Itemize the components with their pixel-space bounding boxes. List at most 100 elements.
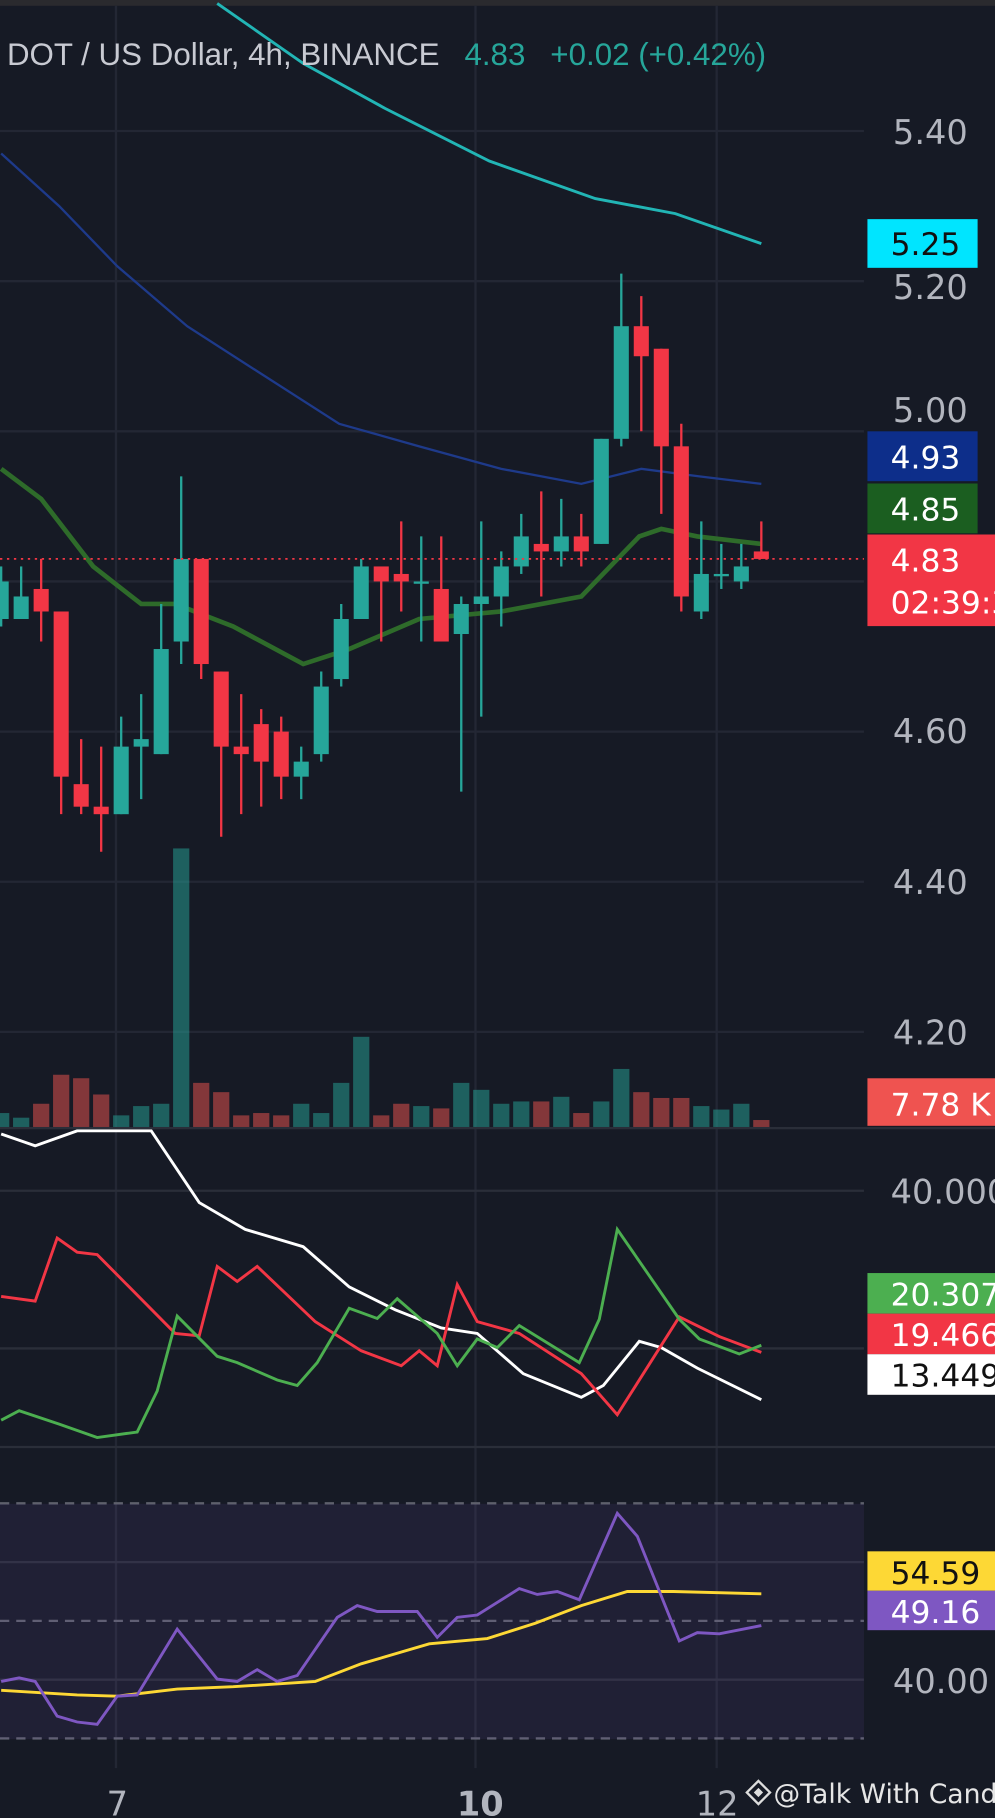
dmi-adx-label: 13.449 <box>867 1354 995 1395</box>
svg-text:49.16: 49.16 <box>891 1595 981 1631</box>
candle-body <box>733 566 749 582</box>
candle <box>393 521 409 612</box>
candle <box>513 513 529 574</box>
volume-bar <box>193 1082 210 1127</box>
rsi-lines <box>0 1510 762 1726</box>
price-tick: 4.20 <box>893 1014 968 1053</box>
candle-body <box>353 566 369 619</box>
price-tick: 4.40 <box>893 863 968 902</box>
candle <box>293 746 309 800</box>
candle-body <box>193 558 209 665</box>
candle <box>13 566 29 619</box>
price-tick: 5.40 <box>893 113 968 152</box>
candle-body <box>73 784 89 807</box>
rsi-line <box>0 1510 762 1726</box>
volume-bar <box>253 1113 270 1127</box>
top-bar <box>0 0 995 6</box>
candle-body <box>253 724 269 762</box>
volume-bar <box>753 1120 770 1127</box>
volume-bar <box>613 1068 630 1127</box>
candle-body <box>113 746 129 815</box>
candle <box>433 536 449 642</box>
candle-body <box>393 573 409 582</box>
candle-body <box>333 618 349 680</box>
candle <box>553 498 569 567</box>
volume-bar <box>153 1103 170 1127</box>
volume-bar <box>733 1103 750 1127</box>
candle-body <box>453 603 469 635</box>
price-tick: 4.60 <box>893 712 968 751</box>
candle <box>273 716 289 800</box>
volume-bar <box>213 1092 230 1127</box>
price-axis[interactable]: 5.40 5.20 5.00 4.60 4.40 4.20 <box>893 113 968 1053</box>
candle <box>573 513 589 567</box>
candle-body <box>753 551 769 559</box>
candle <box>673 423 689 612</box>
volume-bar <box>413 1106 430 1127</box>
svg-text:19.466: 19.466 <box>891 1318 995 1354</box>
candle-body <box>473 596 489 604</box>
volume-bar <box>373 1115 390 1127</box>
candle <box>113 716 129 815</box>
volume-bar <box>113 1115 130 1127</box>
candle <box>733 543 749 589</box>
candle-body <box>653 348 669 447</box>
time-tick: 12 <box>696 1785 739 1818</box>
volume-bar <box>233 1115 250 1127</box>
candle <box>693 521 709 619</box>
last-price-label: 4.83 02:39:3 <box>867 534 995 627</box>
candle-body <box>133 739 149 747</box>
moving-average-line <box>216 2 762 245</box>
moving-averages <box>0 2 762 667</box>
candle <box>0 566 9 627</box>
svg-text:54.59: 54.59 <box>891 1556 981 1592</box>
candle-body <box>433 588 449 642</box>
svg-text:4.83: 4.83 <box>891 544 961 580</box>
rsi-tick: 40.00 <box>893 1662 989 1701</box>
candle <box>473 521 489 717</box>
rsi-band <box>0 1503 864 1740</box>
volume-bar <box>173 848 190 1127</box>
candle <box>493 551 509 627</box>
candle <box>133 694 149 800</box>
time-axis[interactable]: 7 10 12 <box>107 1785 739 1818</box>
volume-bar <box>33 1103 50 1127</box>
volume-label: 7.78 K <box>867 1078 995 1126</box>
binance-diamond-icon <box>745 1779 772 1806</box>
dmi-minus-line <box>0 1235 762 1418</box>
candle <box>413 536 429 642</box>
candle-body <box>173 558 189 642</box>
volume-bar <box>553 1096 570 1127</box>
svg-text:7.78 K: 7.78 K <box>891 1087 993 1123</box>
candle-body <box>233 746 249 755</box>
volume-bar <box>333 1082 350 1127</box>
volume-bar <box>73 1078 90 1127</box>
candle-body <box>153 649 169 755</box>
volume-bar <box>293 1103 310 1127</box>
volume-bar <box>713 1109 730 1127</box>
candle-body <box>213 671 229 747</box>
volume-bar <box>433 1108 450 1127</box>
candle <box>753 521 769 559</box>
candle <box>713 543 729 589</box>
volume-bar <box>593 1101 610 1127</box>
candle <box>633 296 649 432</box>
candle <box>313 671 329 762</box>
candle <box>353 558 369 619</box>
volume-bar <box>673 1097 690 1127</box>
candle-body <box>713 573 729 577</box>
ma-short-label: 4.85 <box>867 483 978 534</box>
volume-bar <box>393 1103 410 1127</box>
candle <box>533 491 549 597</box>
symbol-title[interactable]: DOT / US Dollar, 4h, BINANCE <box>7 37 440 72</box>
volume-bar <box>693 1106 710 1127</box>
svg-text:5.25: 5.25 <box>891 227 961 263</box>
dmi-plus-label: 20.307 <box>867 1273 995 1314</box>
candle <box>253 709 269 807</box>
ma-mid-label: 4.93 <box>867 431 978 482</box>
candle-body <box>513 536 529 567</box>
candle <box>213 671 229 837</box>
candle <box>73 739 89 815</box>
price-tick: 5.20 <box>893 268 968 307</box>
